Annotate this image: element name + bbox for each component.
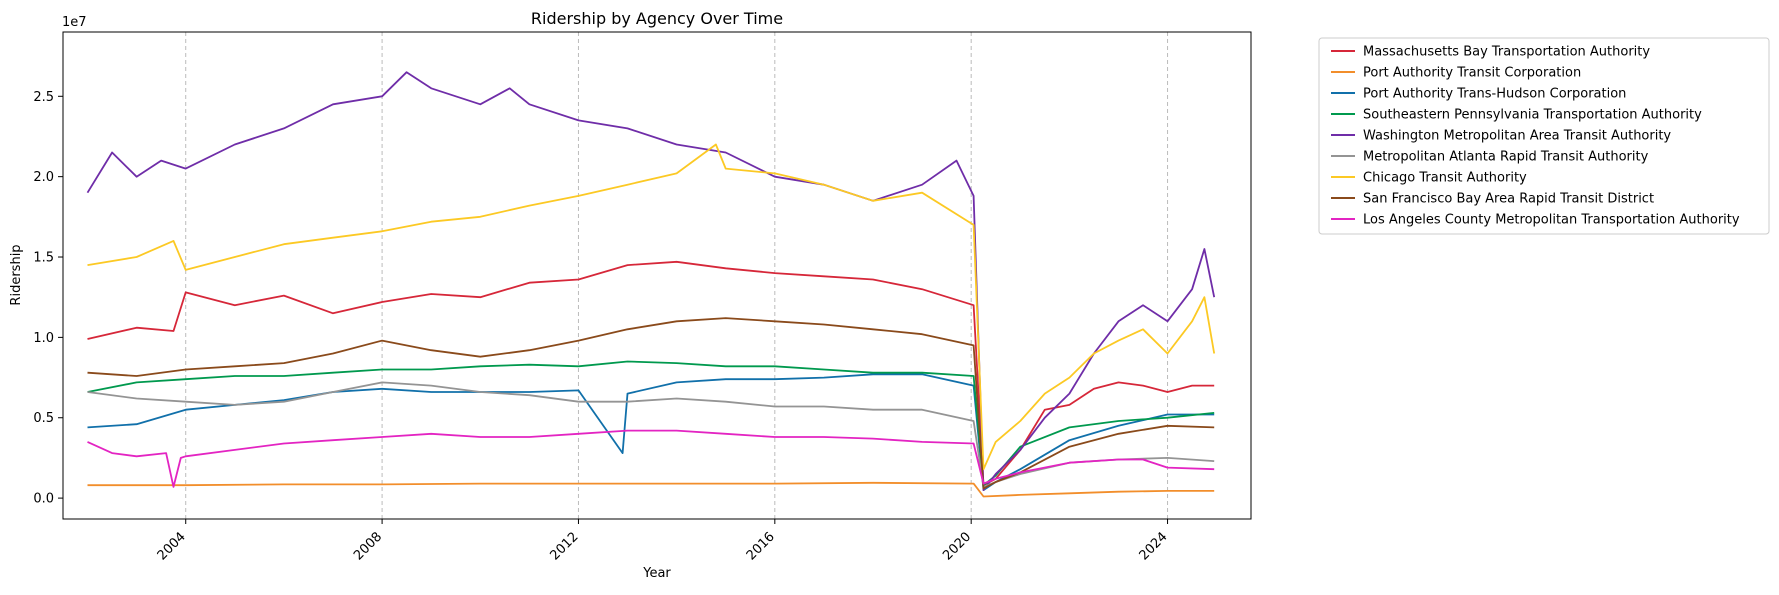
series-layer [86,71,1216,498]
legend-label: Washington Metropolitan Area Transit Aut… [1363,129,1671,144]
series-line-7 [87,143,1216,471]
x-axis-label: Year [642,566,671,581]
y-tick-label: 1.5 [33,251,54,266]
legend-label: Massachusetts Bay Transportation Authori… [1363,45,1650,60]
series-line-5 [86,71,1216,492]
legend-label: Chicago Transit Authority [1363,171,1527,186]
y-tick-label: 2.5 [33,90,54,105]
legend-label: Southeastern Pennsylvania Transportation… [1363,108,1702,123]
y-axis: 0.0 0.5 1.0 1.5 2.0 2.5 [33,90,63,507]
y-tick-label: 1.0 [33,331,54,346]
legend-label: Los Angeles County Metropolitan Transpor… [1363,213,1740,228]
legend-label: Port Authority Trans-Hudson Corporation [1363,87,1626,102]
legend-label: Metropolitan Atlanta Rapid Transit Autho… [1363,150,1649,165]
chart-title: Ridership by Agency Over Time [531,9,783,28]
legend-label: San Francisco Bay Area Rapid Transit Dis… [1363,192,1654,207]
y-tick-label: 2.0 [33,170,54,185]
series-line-3 [87,373,1215,492]
series-line-9 [87,429,1215,488]
series-line-4 [87,360,1215,487]
series-line-1 [87,260,1215,487]
legend-frame [1318,37,1770,235]
series-line-6 [87,381,1215,488]
y-axis-label: Ridership [9,244,24,305]
series-line-2 [87,481,1215,498]
y-tick-label: 0.5 [33,411,54,426]
legend: Massachusetts Bay Transportation Authori… [1318,37,1770,235]
plot-frame [62,31,1252,520]
y-axis-exponent: 1e7 [62,15,87,30]
y-tick-label: 0.0 [33,492,54,507]
legend-label: Port Authority Transit Corporation [1363,66,1581,81]
legend-items: Massachusetts Bay Transportation Authori… [1331,45,1740,228]
